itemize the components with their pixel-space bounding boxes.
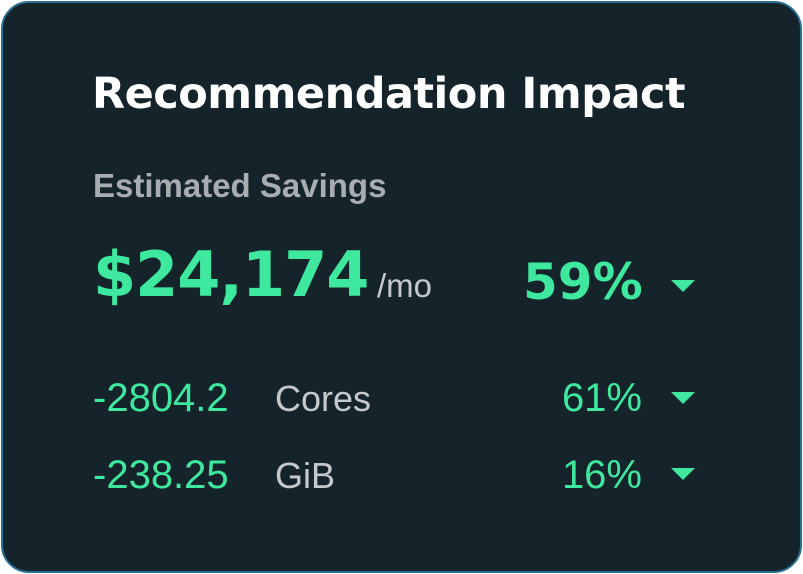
card-subtitle: Estimated Savings — [93, 167, 387, 204]
memory-unit: GiB — [275, 455, 336, 496]
savings-percent: 59% — [523, 253, 643, 311]
cores-percent: 61% — [561, 376, 642, 420]
card-title: Recommendation Impact — [92, 69, 686, 119]
memory-percent: 16% — [561, 453, 642, 497]
caret-down-icon — [671, 468, 695, 480]
savings-amount: $24,174 — [93, 238, 369, 311]
cores-unit: Cores — [275, 378, 372, 419]
caret-down-icon — [671, 392, 695, 404]
savings-period: /mo — [377, 267, 433, 304]
memory-value: -238.25 — [93, 453, 229, 497]
caret-down-icon — [671, 280, 695, 292]
cores-value: -2804.2 — [93, 376, 229, 420]
